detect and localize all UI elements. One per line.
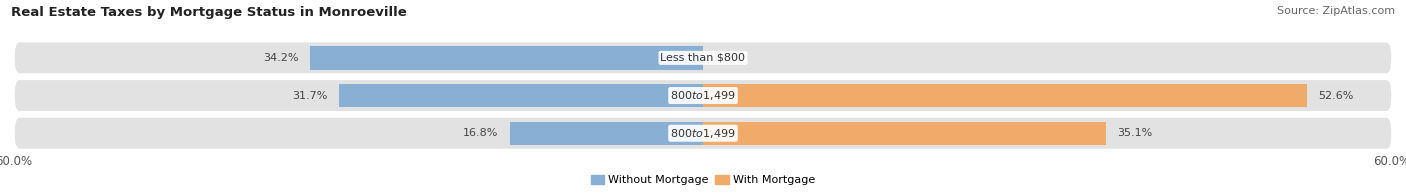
Bar xyxy=(311,46,703,70)
Bar xyxy=(510,121,703,145)
Text: Real Estate Taxes by Mortgage Status in Monroeville: Real Estate Taxes by Mortgage Status in … xyxy=(11,6,406,19)
Text: 52.6%: 52.6% xyxy=(1319,90,1354,101)
Text: $800 to $1,499: $800 to $1,499 xyxy=(671,89,735,102)
Text: 35.1%: 35.1% xyxy=(1118,128,1153,138)
Text: 0.0%: 0.0% xyxy=(714,53,742,63)
Text: 16.8%: 16.8% xyxy=(463,128,499,138)
Legend: Without Mortgage, With Mortgage: Without Mortgage, With Mortgage xyxy=(586,170,820,190)
Text: Less than $800: Less than $800 xyxy=(661,53,745,63)
FancyBboxPatch shape xyxy=(14,118,1392,149)
Bar xyxy=(703,121,1107,145)
Text: 31.7%: 31.7% xyxy=(292,90,328,101)
Text: $800 to $1,499: $800 to $1,499 xyxy=(671,127,735,140)
Bar xyxy=(339,84,703,107)
FancyBboxPatch shape xyxy=(14,80,1392,111)
Bar xyxy=(703,84,1308,107)
Text: 34.2%: 34.2% xyxy=(263,53,299,63)
Text: Source: ZipAtlas.com: Source: ZipAtlas.com xyxy=(1277,6,1395,16)
FancyBboxPatch shape xyxy=(14,42,1392,73)
